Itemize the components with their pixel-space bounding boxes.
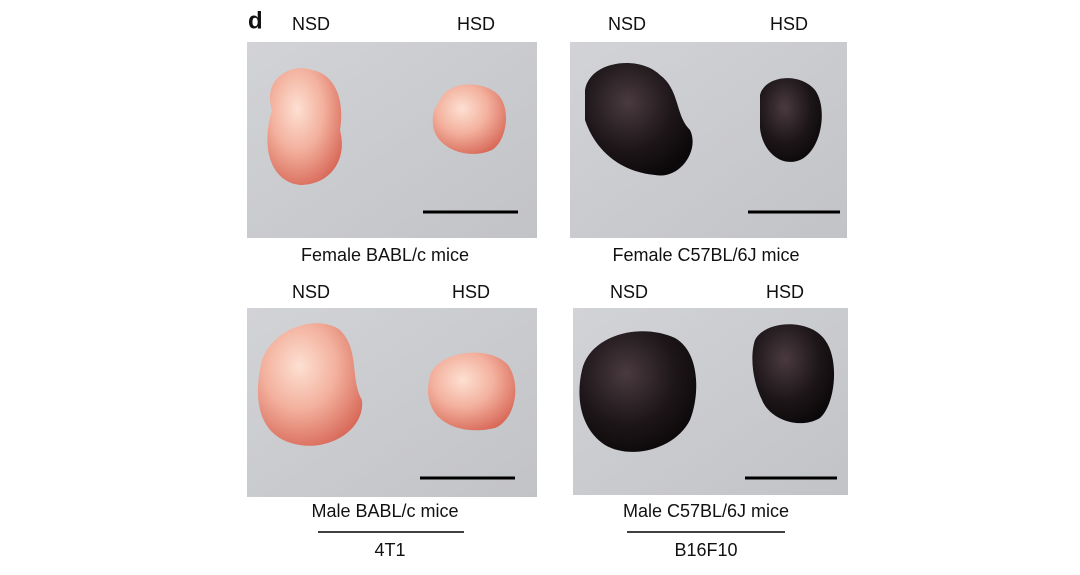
group-label: HSD xyxy=(457,14,495,34)
caption: Female BABL/c mice xyxy=(301,245,469,265)
cell-line-label: B16F10 xyxy=(674,540,737,560)
tumor xyxy=(760,78,822,162)
panel-label: d xyxy=(248,7,263,34)
photo-panel xyxy=(570,42,847,238)
tumor xyxy=(579,331,697,452)
photo-panel xyxy=(247,308,537,497)
cell-line-label: 4T1 xyxy=(374,540,405,560)
tumor xyxy=(428,352,516,431)
group-label: HSD xyxy=(770,14,808,34)
tumor xyxy=(267,68,342,185)
tumor xyxy=(432,84,507,154)
photo-panel xyxy=(573,308,848,495)
group-label: NSD xyxy=(292,14,330,34)
group-label: NSD xyxy=(292,282,330,302)
group-label: HSD xyxy=(766,282,804,302)
caption: Male C57BL/6J mice xyxy=(623,501,789,521)
tumor xyxy=(585,63,693,176)
tumor xyxy=(752,324,835,424)
group-label: HSD xyxy=(452,282,490,302)
caption: Male BABL/c mice xyxy=(311,501,458,521)
group-label: NSD xyxy=(610,282,648,302)
tumor xyxy=(257,323,363,446)
photo-panel xyxy=(247,42,537,238)
caption: Female C57BL/6J mice xyxy=(612,245,799,265)
group-label: NSD xyxy=(608,14,646,34)
